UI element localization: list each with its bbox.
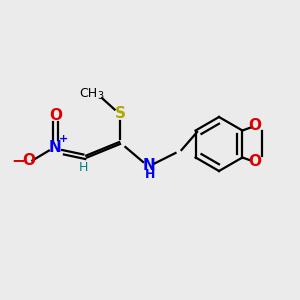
Text: O: O	[248, 118, 262, 134]
Text: N: N	[49, 140, 62, 154]
Text: +: +	[59, 134, 68, 144]
Text: −: −	[12, 152, 26, 169]
Text: O: O	[49, 108, 62, 123]
Text: H: H	[145, 167, 155, 181]
Text: O: O	[22, 153, 36, 168]
Text: H: H	[79, 160, 88, 174]
Text: N: N	[142, 158, 155, 172]
Text: O: O	[248, 154, 262, 169]
Text: CH: CH	[80, 86, 98, 100]
Text: S: S	[115, 106, 125, 122]
Text: 3: 3	[97, 91, 103, 101]
